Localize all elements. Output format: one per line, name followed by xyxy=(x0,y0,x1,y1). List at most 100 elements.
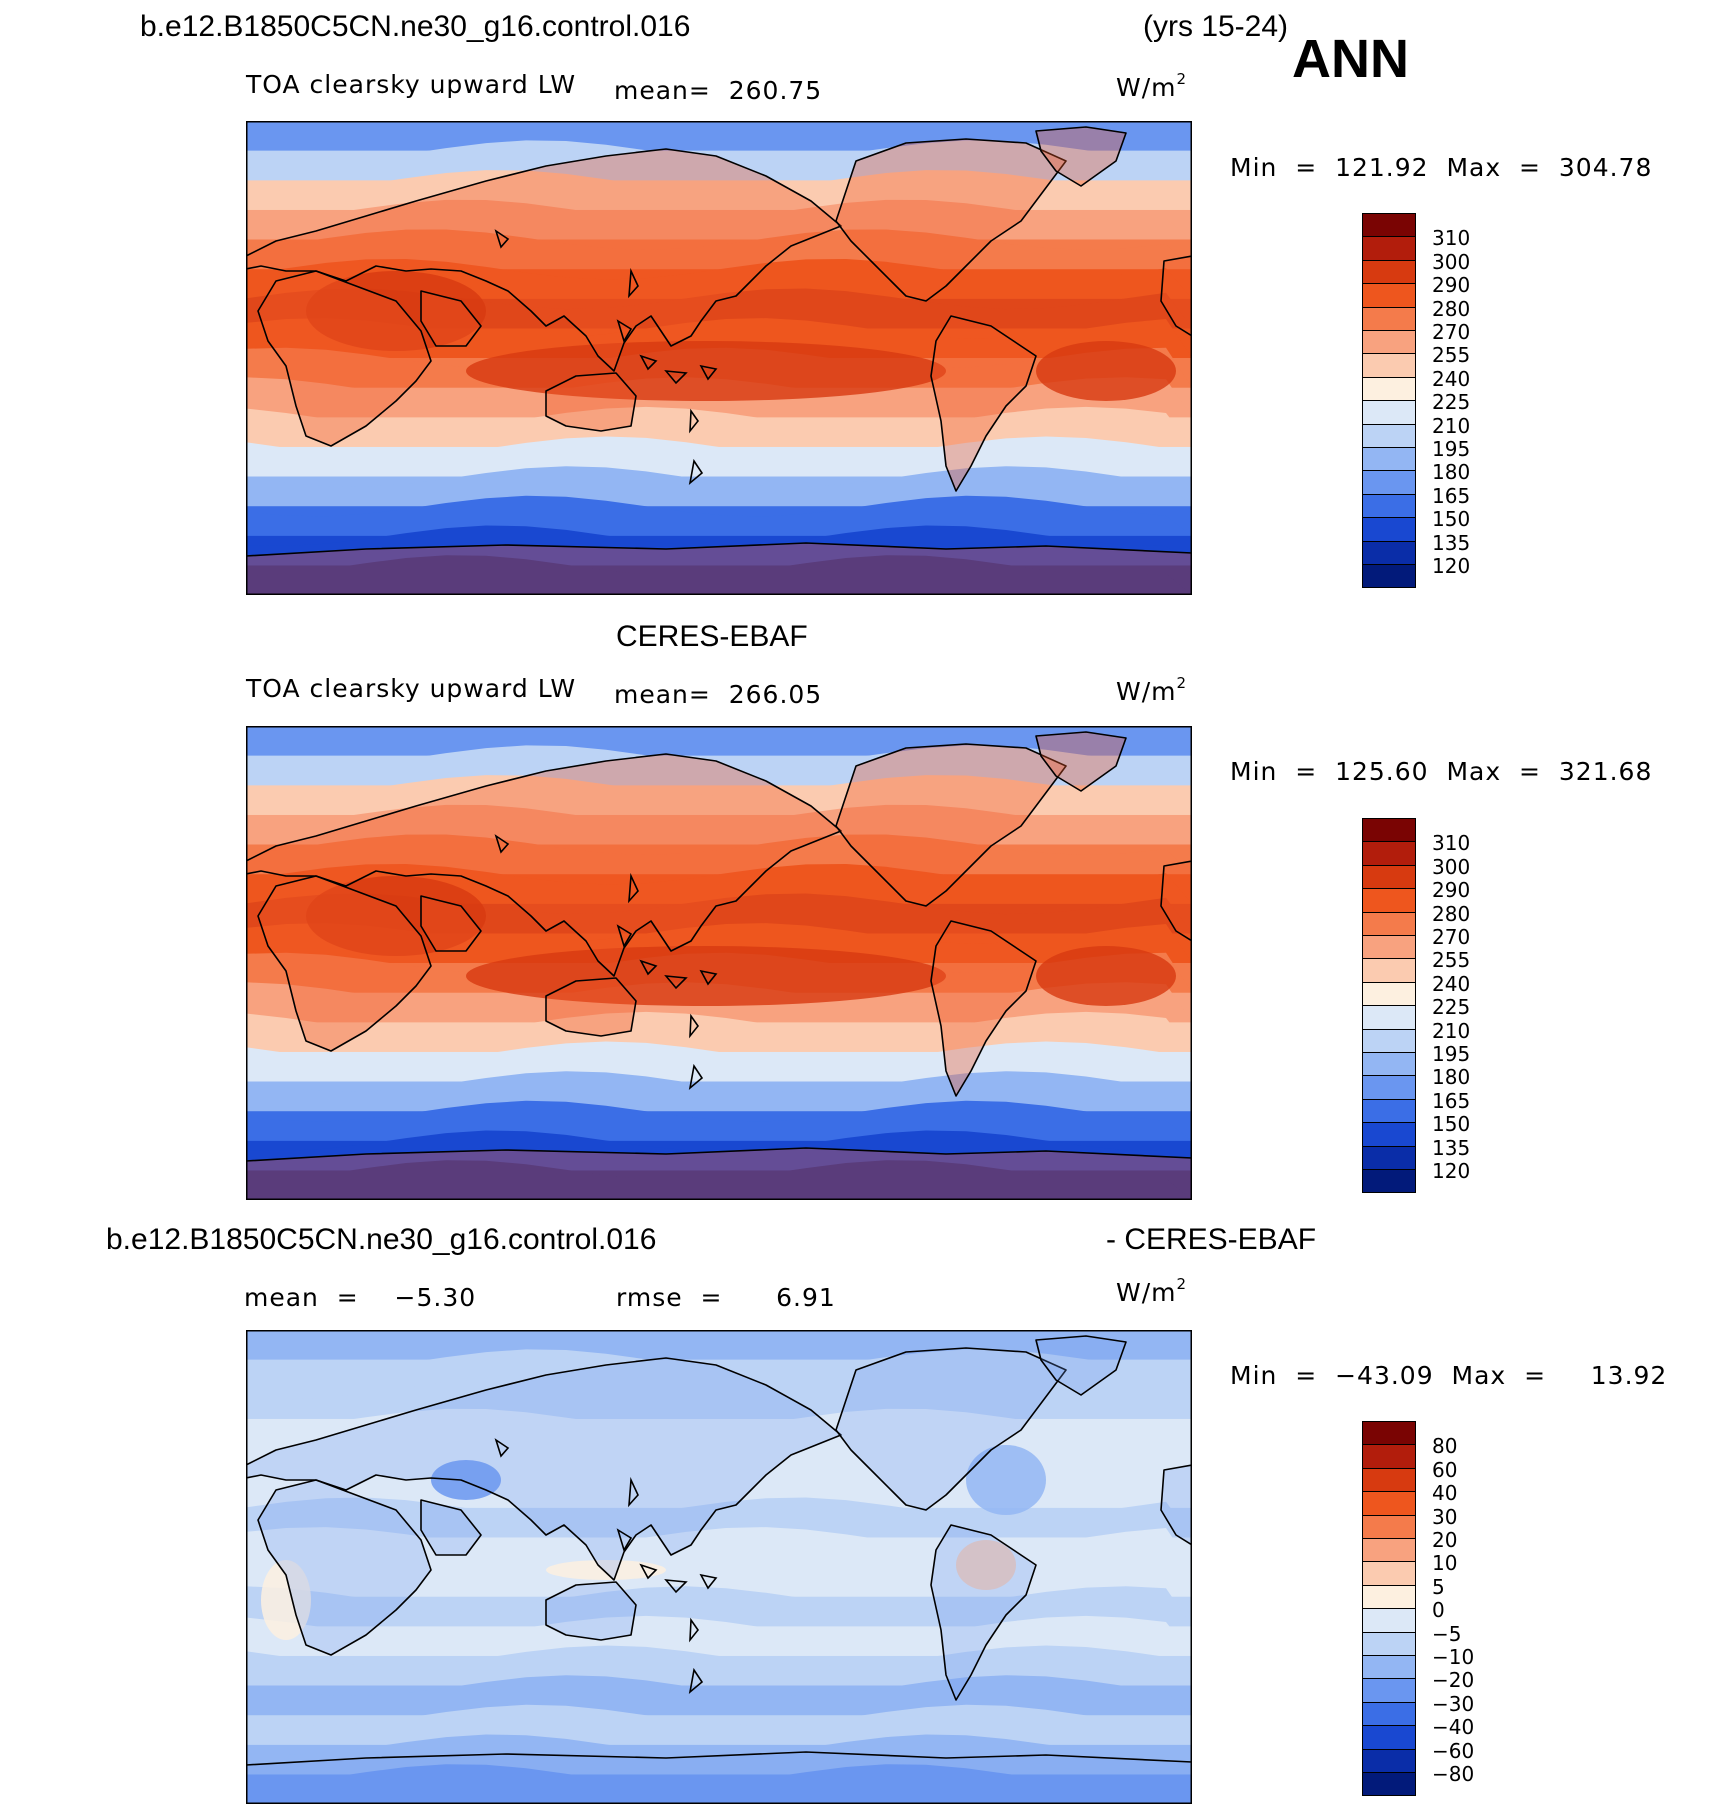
colorbar-level-label: −20 xyxy=(1432,1668,1475,1693)
coastline xyxy=(545,977,637,1037)
island-coastline xyxy=(689,408,699,434)
coastline xyxy=(1035,731,1127,792)
contour-wave xyxy=(246,1734,1192,1775)
contour-wave xyxy=(246,1497,1192,1538)
island-coastline xyxy=(628,267,639,299)
coastline xyxy=(930,1524,1037,1701)
coastline xyxy=(246,1147,1192,1200)
colorbar-swatch xyxy=(1362,958,1416,983)
colorbar-swatch xyxy=(1362,306,1416,331)
colorbar-level-label: 135 xyxy=(1432,1135,1471,1160)
colorbar-level-label: 40 xyxy=(1432,1481,1458,1506)
colorbar-level-label: 5 xyxy=(1432,1574,1445,1599)
colorbar-swatch xyxy=(1362,1491,1416,1516)
coastline xyxy=(1160,1464,1192,1546)
colorbar-level-label: 240 xyxy=(1432,971,1471,996)
colorbar-level-label: 310 xyxy=(1432,831,1471,856)
panel3-map xyxy=(246,1330,1192,1804)
contour-wave xyxy=(246,1586,1192,1627)
panel3-units: W/m2 xyxy=(1116,1275,1188,1307)
colorbar-swatch xyxy=(1362,911,1416,936)
contour-wave xyxy=(246,436,1192,477)
coastline xyxy=(420,1499,482,1556)
colorbar-swatch xyxy=(1362,1631,1416,1656)
colorbar-swatch xyxy=(1362,981,1416,1007)
colorbar-swatch xyxy=(1362,1561,1416,1586)
colorbar-swatch xyxy=(1362,1514,1416,1539)
contour-wave xyxy=(246,834,1192,875)
colorbar-level-label: 120 xyxy=(1432,554,1471,578)
colorbar-level-label: −10 xyxy=(1432,1645,1475,1669)
colorbar-swatch xyxy=(1362,1075,1416,1100)
colorbar-swatch xyxy=(1362,1584,1416,1610)
max-lobe xyxy=(466,341,946,401)
colorbar-level-label: −80 xyxy=(1432,1762,1475,1786)
colorbar-level-label: 135 xyxy=(1432,530,1471,555)
contour-wave xyxy=(246,775,1192,815)
coastline xyxy=(246,1357,842,1581)
island-coastline xyxy=(664,975,688,990)
coastline xyxy=(1160,255,1192,337)
panel2-variable: TOA clearsky upward LW xyxy=(246,674,577,703)
coastline xyxy=(246,1751,1192,1804)
colorbar-swatch xyxy=(1362,353,1416,378)
contour-wave xyxy=(246,1645,1192,1686)
colorbar-level-label: 195 xyxy=(1432,1042,1471,1066)
colorbar-level-label: −40 xyxy=(1432,1715,1475,1740)
contour-wave xyxy=(246,140,1192,181)
panel3-map-svg xyxy=(246,1330,1192,1804)
colorbar-level-label: 300 xyxy=(1432,249,1471,274)
panel1-variable: TOA clearsky upward LW xyxy=(246,70,577,99)
island-coastline xyxy=(639,1563,658,1580)
diff-patch xyxy=(956,1540,1016,1590)
colorbar-swatch xyxy=(1362,1421,1416,1446)
island-coastline xyxy=(664,370,688,385)
colorbar-swatch xyxy=(1362,259,1416,285)
max-lobe xyxy=(1036,341,1176,401)
colorbar-level-label: 225 xyxy=(1432,390,1471,415)
colorbar-swatch xyxy=(1362,1444,1416,1469)
panel1-mean: mean= 260.75 xyxy=(614,76,823,105)
colorbar-level-label: 300 xyxy=(1432,854,1471,879)
coastline xyxy=(545,372,637,432)
contour-wave xyxy=(246,555,1192,595)
island-coastline xyxy=(688,1667,704,1695)
island-coastline xyxy=(494,229,510,249)
case-title: b.e12.B1850C5CN.ne30_g16.control.016 xyxy=(140,10,691,43)
colorbar-level-label: 255 xyxy=(1432,948,1471,973)
colorbar-swatch xyxy=(1362,376,1416,402)
colorbar-level-label: 60 xyxy=(1432,1457,1458,1482)
contour-wave xyxy=(246,199,1192,240)
contour-wave xyxy=(246,259,1192,299)
contour-wave xyxy=(246,1041,1192,1082)
colorbar-swatch xyxy=(1362,864,1416,890)
colorbar-level-label: 80 xyxy=(1432,1434,1458,1459)
contour-wave xyxy=(246,229,1192,270)
island-coastline xyxy=(494,1438,510,1458)
colorbar-level-label: 210 xyxy=(1432,413,1471,438)
panel2-map xyxy=(246,726,1192,1200)
colorbar-swatch xyxy=(1362,1122,1416,1147)
island-coastline xyxy=(494,834,510,854)
island-coastline xyxy=(688,1063,704,1091)
coastline xyxy=(246,148,842,372)
contour-wave xyxy=(246,1408,1192,1449)
colorbar-swatch xyxy=(1362,564,1416,589)
max-lobe xyxy=(466,946,946,1006)
contour-wave xyxy=(246,1011,1192,1052)
map-frame xyxy=(246,121,1192,595)
contour-wave xyxy=(246,170,1192,210)
panel3-title-right: - CERES-EBAF xyxy=(1106,1223,1317,1256)
colorbar-swatch xyxy=(1362,1701,1416,1727)
colorbar-swatch xyxy=(1362,888,1416,913)
colorbar-swatch xyxy=(1362,1725,1416,1750)
contour-wave xyxy=(246,1130,1192,1171)
island-coastline xyxy=(628,1476,639,1508)
colorbar-swatch xyxy=(1362,540,1416,565)
max-lobe xyxy=(306,271,486,351)
colorbar-swatch xyxy=(1362,423,1416,448)
panel3-rmse: rmse = 6.91 xyxy=(616,1283,836,1312)
island-coastline xyxy=(639,959,658,976)
coastline xyxy=(246,542,1192,595)
panel3-title-left: b.e12.B1850C5CN.ne30_g16.control.016 xyxy=(106,1223,657,1256)
